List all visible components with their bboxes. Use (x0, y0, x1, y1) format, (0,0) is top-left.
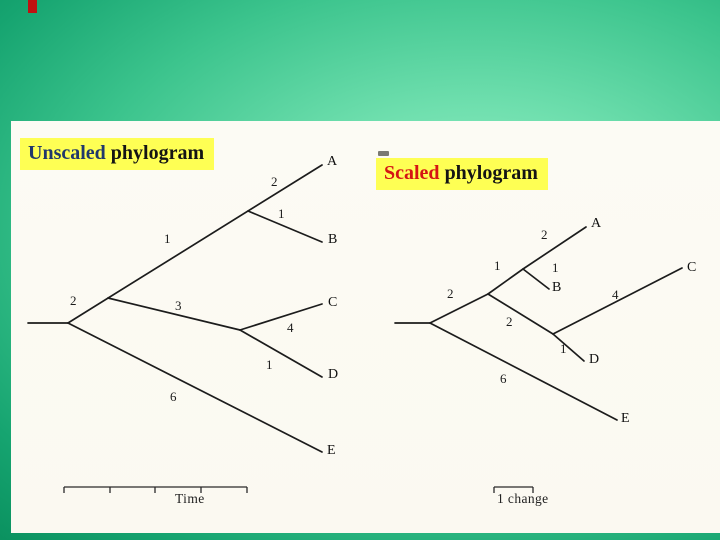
left-title: Unscaled phylogram (20, 138, 215, 170)
right-branch-to-B (522, 268, 550, 290)
scan-artifact (378, 151, 389, 156)
scale-bar-ticks (493, 487, 534, 493)
left-branch-CD-stem (107, 297, 241, 331)
left-branch-to-C (239, 303, 323, 331)
right-branch-to-E (429, 322, 618, 421)
right-CD-stem (487, 293, 554, 335)
right-branch-to-D (552, 333, 585, 362)
right-title-rest-word: phylogram (444, 162, 538, 184)
right-branch-to-C (552, 267, 683, 335)
left-branch-to-D (239, 329, 323, 378)
left-title-rest-word: phylogram (110, 142, 205, 164)
slide-corner-mark (28, 0, 37, 13)
left-title-highlight-word: Unscaled (28, 142, 106, 164)
figure-image-panel (11, 121, 720, 533)
right-title: Scaled phylogram (376, 158, 548, 190)
left-branch-to-B (247, 210, 323, 243)
right-root-stem (429, 293, 489, 324)
right-AB-stem (487, 268, 524, 295)
right-title-highlight-word: Scaled (384, 162, 440, 184)
right-branch-to-A (522, 226, 587, 270)
left-branch-to-E (67, 322, 323, 453)
left-backbone-to-A (67, 164, 323, 324)
time-axis-ticks (63, 487, 248, 493)
